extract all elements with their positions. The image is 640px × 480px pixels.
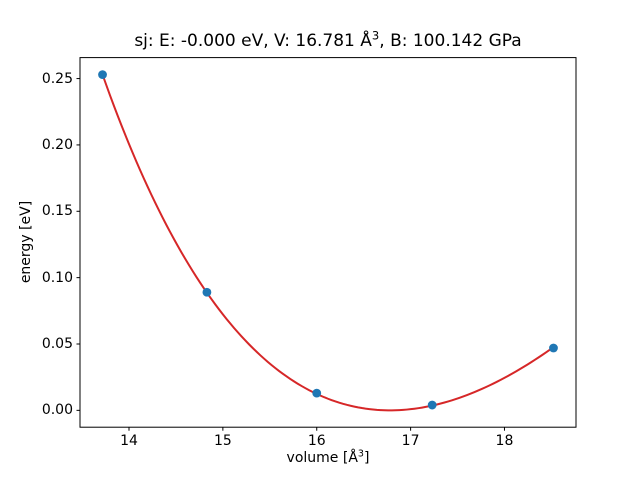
fit-curve: [101, 73, 555, 412]
x-tick-label: 16: [307, 433, 326, 449]
y-tick-label: 0.00: [41, 402, 73, 419]
x-axis-label-superscript: 3: [357, 448, 364, 460]
y-tick-label: 0.20: [41, 136, 73, 153]
axes-frame: [79, 57, 577, 428]
x-tick-label: 15: [213, 433, 232, 449]
data-point-marker: [427, 400, 437, 410]
x-tick-label: 18: [495, 433, 514, 449]
y-tick-label: 0.15: [41, 203, 73, 220]
x-axis-label: volume [Å3]: [80, 448, 576, 466]
x-axis-label-text: volume [Å: [286, 450, 358, 466]
data-point-marker: [202, 287, 212, 297]
x-tick-label: 14: [120, 433, 138, 449]
chart-title-superscript: 3: [371, 28, 380, 43]
chart-title-text-tail: , B: 100.142 GPa: [379, 31, 522, 51]
chart-title: sj: E: -0.000 eV, V: 16.781 Å3, B: 100.1…: [80, 28, 576, 51]
chart-title-text: sj: E: -0.000 eV, V: 16.781 Å: [134, 31, 372, 51]
y-tick-label: 0.25: [41, 70, 73, 87]
y-tick-label: 0.10: [41, 269, 73, 286]
data-point-marker: [312, 388, 322, 398]
data-point-marker: [98, 70, 107, 79]
data-point-marker: [549, 343, 558, 353]
x-tick-label: 17: [401, 433, 420, 449]
x-axis-label-text-tail: ]: [363, 450, 370, 466]
y-tick-label: 0.05: [41, 335, 73, 352]
